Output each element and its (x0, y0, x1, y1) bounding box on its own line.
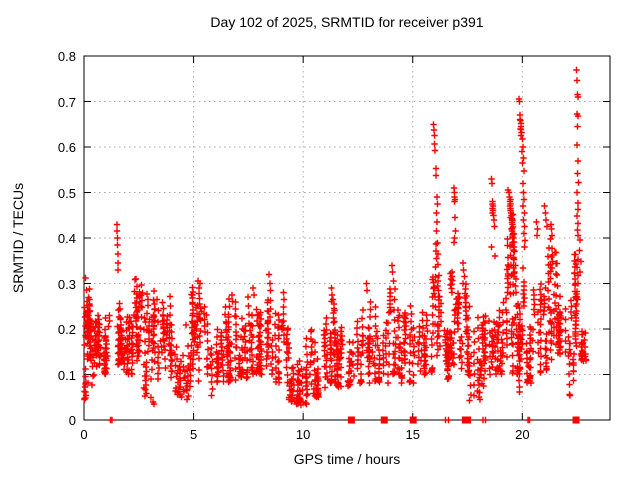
y-tick-label: 0.7 (57, 94, 76, 110)
y-tick-label: 0.3 (57, 276, 76, 292)
chart-title: Day 102 of 2025, SRMTID for receiver p39… (210, 14, 484, 30)
x-tick-label: 0 (80, 427, 88, 442)
y-tick-label: 0.6 (57, 140, 76, 155)
zero-value-square-marker (347, 416, 355, 424)
y-tick-label: 0.8 (57, 49, 76, 64)
x-tick-label: 20 (515, 427, 530, 442)
axis-ticks (83, 56, 610, 420)
y-axis-label: SRMTID / TECUs (10, 182, 26, 294)
y-tick-label: 0.1 (57, 367, 76, 383)
x-tick-label: 15 (405, 427, 420, 442)
zero-value-square-marker (380, 416, 388, 424)
y-tick-label: 0.4 (57, 231, 76, 246)
data-points (81, 66, 590, 424)
y-tick-label: 0.5 (57, 185, 76, 201)
zero-value-square-marker (464, 416, 472, 424)
y-tick-label: 0 (68, 413, 76, 428)
zero-value-square-marker (572, 416, 580, 424)
y-tick-label: 0.2 (57, 322, 76, 337)
x-axis-label: GPS time / hours (293, 451, 401, 467)
x-tick-label: 5 (189, 427, 198, 442)
zero-value-square-marker (409, 416, 417, 424)
x-tick-label: 10 (295, 427, 311, 442)
